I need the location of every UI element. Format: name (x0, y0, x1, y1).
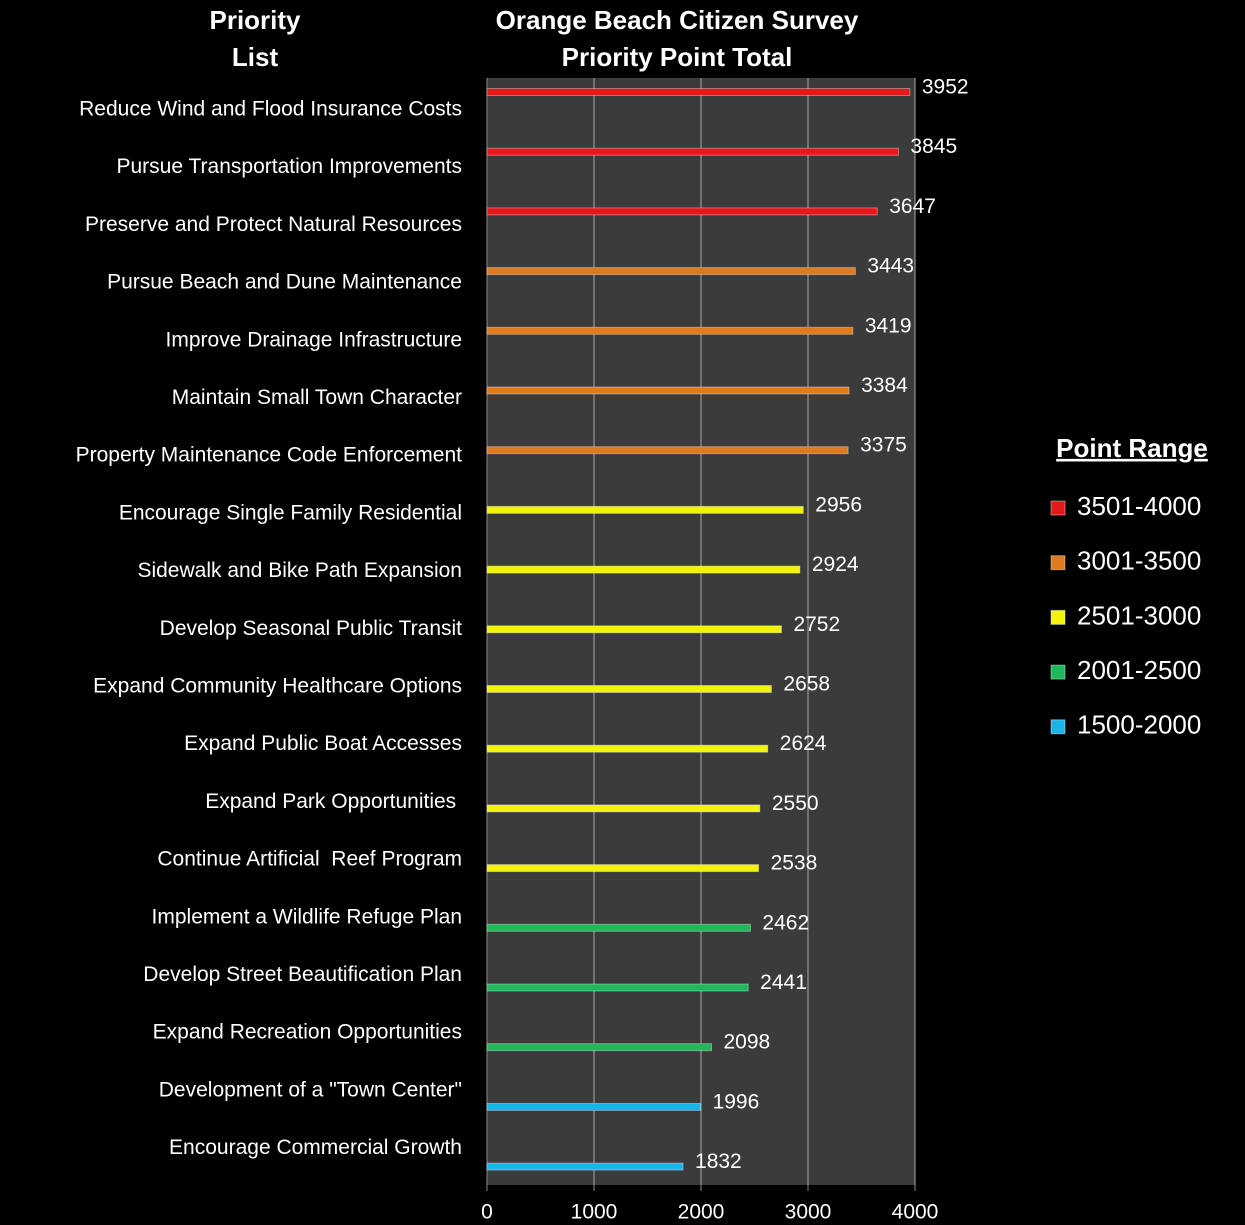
bar (486, 685, 772, 693)
category-label: Encourage Single Family Residential (119, 501, 462, 524)
value-label: 2550 (772, 792, 819, 815)
legend-swatch (1050, 609, 1066, 625)
value-label: 3443 (867, 255, 914, 278)
bar (486, 1102, 702, 1111)
x-tick-label: 0 (481, 1201, 493, 1224)
value-label: 2624 (780, 732, 827, 755)
bar (486, 386, 850, 395)
legend-label: 2001-2500 (1077, 655, 1201, 685)
category-label: Sidewalk and Bike Path Expansion (137, 559, 462, 582)
bar (486, 983, 749, 992)
legend-label: 3501-4000 (1077, 491, 1201, 521)
bar (486, 88, 911, 96)
value-label: 2098 (723, 1031, 770, 1054)
bar (486, 804, 761, 813)
category-label: Expand Recreation Opportunities (153, 1021, 462, 1044)
bar (486, 147, 899, 156)
value-label: 1996 (713, 1090, 760, 1113)
bar (486, 864, 760, 873)
category-label: Expand Park Opportunities (205, 790, 462, 813)
category-label: Develop Street Beautification Plan (143, 963, 462, 986)
category-label: Encourage Commercial Growth (169, 1136, 462, 1159)
bar (486, 923, 751, 932)
category-label: Reduce Wind and Flood Insurance Costs (79, 98, 462, 121)
value-label: 3952 (922, 76, 969, 99)
bar (486, 505, 804, 514)
category-label: Property Maintenance Code Enforcement (76, 444, 463, 467)
x-tick-label: 1000 (571, 1201, 618, 1224)
category-label: Preserve and Protect Natural Resources (85, 213, 462, 236)
value-label: 3845 (910, 135, 957, 158)
category-label: Continue Artificial Reef Program (157, 848, 462, 871)
chart-title: Orange Beach Citizen Survey (496, 5, 859, 35)
bar (486, 267, 856, 276)
bar (486, 1043, 712, 1052)
x-tick-label: 3000 (785, 1201, 832, 1224)
value-label: 2956 (815, 493, 862, 516)
value-label: 3375 (860, 434, 907, 457)
value-label: 3647 (889, 195, 936, 218)
chart-title: Priority Point Total (562, 42, 793, 72)
bar (486, 625, 782, 634)
legend-label: 1500-2000 (1077, 710, 1201, 740)
category-label: Expand Public Boat Accesses (184, 732, 462, 755)
value-label: 2441 (760, 971, 807, 994)
value-label: 2752 (793, 613, 840, 636)
legend-swatch (1050, 719, 1066, 735)
bar (486, 1162, 684, 1171)
legend-swatch (1050, 664, 1066, 680)
value-label: 3419 (865, 314, 912, 337)
category-label: Improve Drainage Infrastructure (166, 328, 462, 351)
category-header: List (232, 42, 279, 72)
x-tick-label: 2000 (678, 1201, 725, 1224)
category-label: Expand Community Healthcare Options (93, 675, 462, 698)
value-label: 2658 (783, 673, 830, 696)
value-label: 2538 (771, 852, 818, 875)
category-label: Development of a "Town Center" (159, 1078, 462, 1101)
legend-label: 3001-3500 (1077, 546, 1201, 576)
bar (486, 207, 878, 216)
legend-label: 2501-3000 (1077, 600, 1201, 630)
legend-swatch (1050, 500, 1066, 516)
legend-title: Point Range (1056, 433, 1208, 463)
category-label: Develop Seasonal Public Transit (160, 617, 463, 640)
x-tick-label: 4000 (892, 1201, 939, 1224)
bar (486, 446, 849, 455)
bar (486, 565, 801, 574)
bar (486, 744, 769, 753)
category-label: Maintain Small Town Character (172, 386, 462, 409)
category-label: Implement a Wildlife Refuge Plan (152, 905, 462, 928)
legend-swatch (1050, 555, 1066, 571)
category-header: Priority (209, 5, 301, 35)
category-label: Pursue Beach and Dune Maintenance (107, 271, 462, 294)
value-label: 3384 (861, 374, 908, 397)
bar (486, 326, 854, 335)
value-label: 1832 (695, 1150, 742, 1173)
value-label: 2462 (762, 911, 809, 934)
value-label: 2924 (812, 553, 859, 576)
category-label: Pursue Transportation Improvements (117, 155, 463, 178)
